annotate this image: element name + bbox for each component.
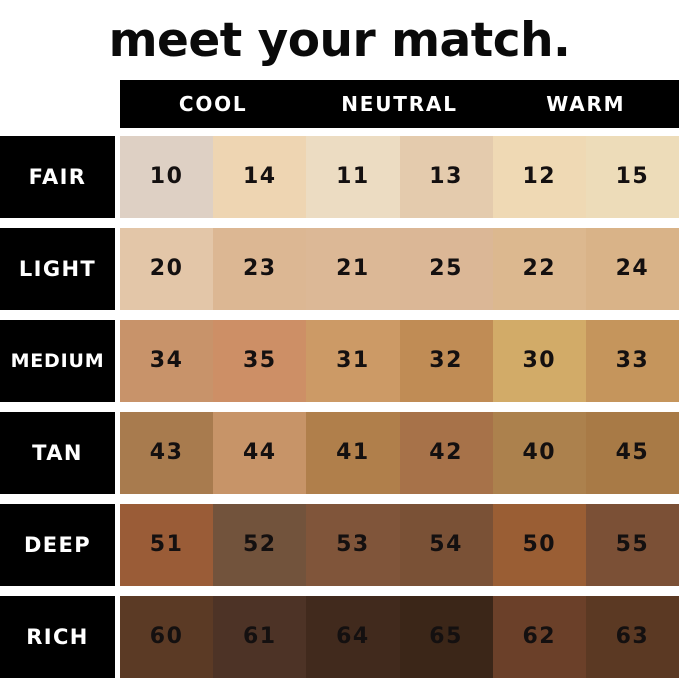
row-label-gap <box>115 504 120 586</box>
shade-row-light: LIGHT 20 23 21 25 22 24 <box>0 228 679 310</box>
shade-swatch-21[interactable]: 21 <box>306 228 400 310</box>
shade-swatch-52[interactable]: 52 <box>213 504 307 586</box>
shade-swatch-30[interactable]: 30 <box>492 320 586 402</box>
shade-row-tan: TAN 43 44 41 42 40 45 <box>0 412 679 494</box>
undertone-header-neutral[interactable]: NEUTRAL <box>341 92 458 116</box>
depth-label-deep[interactable]: DEEP <box>0 504 115 586</box>
page-title: meet your match. <box>108 12 571 68</box>
depth-label-rich[interactable]: RICH <box>0 596 115 678</box>
shade-swatch-14[interactable]: 14 <box>213 136 307 218</box>
shade-swatch-42[interactable]: 42 <box>399 412 493 494</box>
undertone-header-cool[interactable]: COOL <box>178 92 248 116</box>
shade-swatch-51[interactable]: 51 <box>120 504 214 586</box>
shade-swatch-45[interactable]: 45 <box>585 412 679 494</box>
row-label-gap <box>115 320 120 402</box>
shade-swatch-15[interactable]: 15 <box>585 136 679 218</box>
swatch-group-rich: 60 61 64 65 62 63 <box>120 596 679 678</box>
shade-swatch-24[interactable]: 24 <box>585 228 679 310</box>
shade-swatch-34[interactable]: 34 <box>120 320 214 402</box>
row-label-gap <box>115 228 120 310</box>
depth-label-tan[interactable]: TAN <box>0 412 115 494</box>
shade-swatch-50[interactable]: 50 <box>492 504 586 586</box>
undertone-header-row: COOL NEUTRAL WARM <box>120 80 679 128</box>
shade-grid: COOL NEUTRAL WARM FAIR 10 14 11 13 12 15 LIGHT 20 2… <box>0 80 679 679</box>
swatch-group-fair: 10 14 11 13 12 15 <box>120 136 679 218</box>
shade-swatch-13[interactable]: 13 <box>399 136 493 218</box>
shade-swatch-54[interactable]: 54 <box>399 504 493 586</box>
shade-swatch-22[interactable]: 22 <box>492 228 586 310</box>
row-label-gap <box>115 136 120 218</box>
shade-swatch-55[interactable]: 55 <box>585 504 679 586</box>
shade-swatch-65[interactable]: 65 <box>399 596 493 678</box>
swatch-group-tan: 43 44 41 42 40 45 <box>120 412 679 494</box>
swatch-group-light: 20 23 21 25 22 24 <box>120 228 679 310</box>
shade-swatch-10[interactable]: 10 <box>120 136 214 218</box>
depth-label-medium[interactable]: MEDIUM <box>0 320 115 402</box>
depth-label-light[interactable]: LIGHT <box>0 228 115 310</box>
undertone-header-warm[interactable]: WARM <box>546 92 626 116</box>
swatch-group-deep: 51 52 53 54 50 55 <box>120 504 679 586</box>
shade-row-rich: RICH 60 61 64 65 62 63 <box>0 596 679 678</box>
shade-swatch-20[interactable]: 20 <box>120 228 214 310</box>
shade-swatch-44[interactable]: 44 <box>213 412 307 494</box>
shade-swatch-60[interactable]: 60 <box>120 596 214 678</box>
shade-swatch-64[interactable]: 64 <box>306 596 400 678</box>
shade-swatch-23[interactable]: 23 <box>213 228 307 310</box>
shade-swatch-32[interactable]: 32 <box>399 320 493 402</box>
shade-swatch-40[interactable]: 40 <box>492 412 586 494</box>
shade-swatch-35[interactable]: 35 <box>213 320 307 402</box>
shade-swatch-25[interactable]: 25 <box>399 228 493 310</box>
shade-row-deep: DEEP 51 52 53 54 50 55 <box>0 504 679 586</box>
shade-row-medium: MEDIUM 34 35 31 32 30 33 <box>0 320 679 402</box>
shade-swatch-62[interactable]: 62 <box>492 596 586 678</box>
shade-swatch-33[interactable]: 33 <box>585 320 679 402</box>
shade-swatch-61[interactable]: 61 <box>213 596 307 678</box>
row-label-gap <box>115 412 120 494</box>
row-label-gap <box>115 596 120 678</box>
shade-swatch-12[interactable]: 12 <box>492 136 586 218</box>
swatch-group-medium: 34 35 31 32 30 33 <box>120 320 679 402</box>
shade-swatch-53[interactable]: 53 <box>306 504 400 586</box>
shade-swatch-31[interactable]: 31 <box>306 320 400 402</box>
shade-swatch-63[interactable]: 63 <box>585 596 679 678</box>
shade-swatch-11[interactable]: 11 <box>306 136 400 218</box>
depth-label-fair[interactable]: FAIR <box>0 136 115 218</box>
shade-swatch-43[interactable]: 43 <box>120 412 214 494</box>
shade-row-fair: FAIR 10 14 11 13 12 15 <box>0 136 679 218</box>
shade-swatch-41[interactable]: 41 <box>306 412 400 494</box>
